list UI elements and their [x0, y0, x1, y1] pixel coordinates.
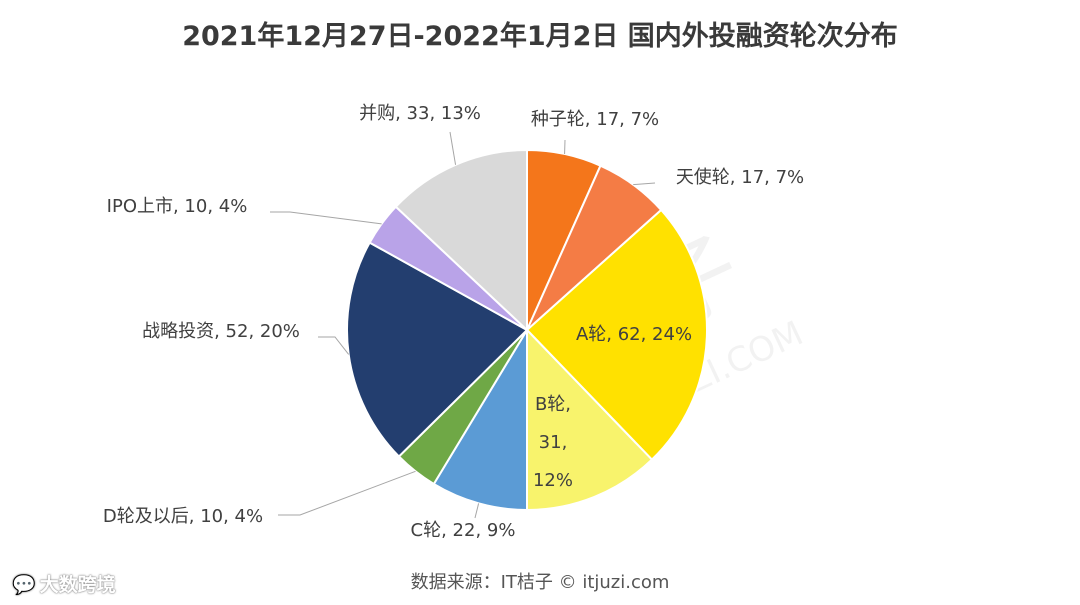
pie-slice-3 — [526, 327, 654, 512]
slice-label-1: 天使轮, 17, 7% — [676, 167, 804, 188]
slice-label-8: 并购, 33, 13% — [359, 103, 481, 124]
slice-label-5: D轮及以后, 10, 4% — [103, 506, 263, 527]
leader-line-7 — [270, 211, 382, 225]
pie-slice-2 — [525, 208, 708, 462]
leader-line-6 — [318, 336, 350, 355]
leader-line-1 — [633, 182, 656, 186]
slice-label-4: C轮, 22, 9% — [411, 520, 516, 541]
leader-line-4 — [474, 503, 480, 519]
slice-label-3-line-0: B轮, — [535, 394, 571, 415]
chat-bubbles-icon: 💬 — [12, 574, 36, 596]
slice-label-2: A轮, 62, 24% — [576, 324, 692, 345]
leader-line-8 — [449, 131, 457, 165]
brand-watermark: 💬 大数跨境 — [12, 570, 116, 597]
slice-label-3-line-1: 31, — [539, 432, 568, 453]
slice-label-0: 种子轮, 17, 7% — [531, 109, 659, 130]
slice-label-3-line-2: 12% — [533, 470, 573, 491]
slice-label-6: 战略投资, 52, 20% — [142, 321, 300, 342]
chart-title: 2021年12月27日-2022年1月2日 国内外投融资轮次分布 — [182, 21, 898, 52]
pie-slice-4 — [432, 326, 528, 512]
leader-line-5 — [278, 470, 416, 516]
data-source-note: 数据来源：IT桔子 © itjuzi.com — [410, 572, 670, 593]
slice-label-7: IPO上市, 10, 4% — [107, 196, 248, 217]
pie-slice-8 — [394, 148, 528, 333]
pie-slice-6 — [346, 241, 529, 458]
brand-label: 大数跨境 — [39, 574, 116, 596]
